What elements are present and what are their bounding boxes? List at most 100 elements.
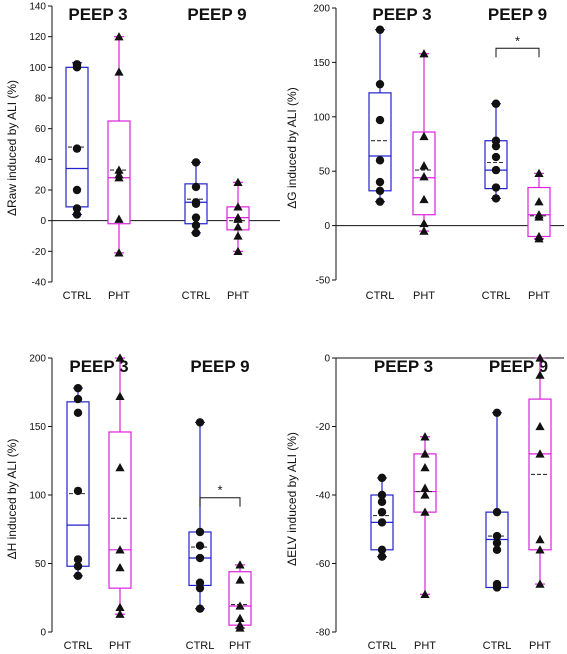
- data-point-triangle: [420, 463, 430, 472]
- data-point-circle: [375, 197, 385, 206]
- group-label: PEEP 9: [187, 5, 246, 24]
- data-point-circle: [491, 165, 501, 175]
- data-point-circle: [375, 156, 385, 165]
- y-tick-label: 150: [29, 422, 46, 433]
- data-point-triangle: [235, 575, 245, 584]
- box-ctrl-peep3: [368, 25, 392, 206]
- x-category-label: CTRL: [63, 290, 92, 302]
- box-iqr: [368, 92, 392, 192]
- data-point-circle: [377, 473, 387, 483]
- y-tick-label: 200: [29, 354, 46, 365]
- data-point-triangle: [419, 49, 429, 58]
- y-tick-label: 120: [29, 32, 46, 43]
- data-point-circle: [492, 545, 502, 554]
- y-tick-label: 50: [35, 559, 47, 570]
- y-tick-label: -20: [316, 422, 331, 433]
- data-point-triangle: [233, 177, 243, 187]
- data-point-circle: [191, 228, 201, 238]
- box-ctrl-peep3: [370, 473, 394, 561]
- y-tick-label: -50: [316, 276, 331, 287]
- data-point-triangle: [535, 353, 545, 362]
- data-point-triangle: [235, 560, 245, 569]
- data-point-circle: [191, 182, 201, 192]
- box-pht-peep9: [226, 177, 250, 256]
- y-axis-label: ΔH induced by ALI (%): [5, 439, 19, 560]
- box-ctrl-peep9: [485, 408, 509, 592]
- x-category-label: PHT: [413, 290, 435, 302]
- y-tick-label: 80: [35, 94, 47, 105]
- y-tick-label: 150: [313, 58, 330, 69]
- chart-panel-2: -50 0 50 100 150 200 ΔG induced by ALI (%) PEEP…: [285, 4, 564, 302]
- data-point-triangle: [534, 168, 544, 178]
- box-pht-peep9: [228, 560, 252, 632]
- group-label: PEEP 9: [190, 357, 249, 376]
- data-point-circle: [375, 177, 385, 187]
- y-tick-label: 100: [29, 491, 46, 502]
- data-point-triangle: [115, 563, 125, 572]
- data-point-triangle: [115, 391, 125, 401]
- y-tick-label: -20: [32, 247, 47, 258]
- data-point-circle: [492, 579, 502, 589]
- data-point-circle: [195, 527, 205, 537]
- data-point-triangle: [419, 226, 429, 235]
- y-tick-label: -60: [316, 559, 331, 570]
- y-tick-label: 200: [313, 4, 330, 15]
- data-point-triangle: [115, 353, 125, 362]
- box-iqr: [66, 401, 90, 567]
- data-point-triangle: [233, 222, 243, 231]
- data-point-triangle: [419, 194, 429, 204]
- data-point-circle: [73, 408, 83, 417]
- data-point-circle: [195, 604, 205, 613]
- data-point-triangle: [420, 490, 430, 499]
- data-point-triangle: [535, 534, 545, 544]
- data-point-circle: [72, 210, 82, 219]
- x-category-label: CTRL: [482, 290, 511, 302]
- x-category-label: CTRL: [366, 290, 395, 302]
- y-tick-label: 60: [35, 124, 47, 135]
- x-category-label: PHT: [227, 290, 249, 302]
- data-point-circle: [191, 198, 201, 207]
- x-category-label: PHT: [528, 290, 550, 302]
- y-tick-label: 0: [40, 216, 46, 227]
- data-point-triangle: [420, 483, 430, 492]
- significance-bracket: [199, 497, 241, 507]
- data-point-triangle: [419, 161, 429, 170]
- data-point-circle: [375, 186, 385, 195]
- data-point-triangle: [233, 246, 243, 256]
- box-iqr: [413, 453, 437, 513]
- data-point-circle: [195, 418, 205, 427]
- data-point-triangle: [114, 165, 124, 174]
- group-label: PEEP 9: [488, 5, 547, 24]
- significance-label: *: [217, 483, 222, 498]
- data-point-triangle: [535, 370, 545, 379]
- box-pht-peep3: [107, 32, 131, 257]
- x-category-label: CTRL: [64, 640, 93, 652]
- data-point-triangle: [235, 613, 245, 622]
- box-ctrl-peep9: [484, 99, 508, 203]
- data-point-circle: [492, 507, 502, 517]
- data-point-triangle: [233, 202, 243, 211]
- x-category-label: PHT: [108, 290, 130, 302]
- data-point-circle: [375, 25, 385, 34]
- data-point-circle: [191, 221, 201, 230]
- data-point-triangle: [534, 210, 544, 219]
- data-point-triangle: [420, 589, 430, 599]
- data-point-circle: [491, 183, 501, 192]
- data-point-circle: [191, 158, 201, 167]
- data-point-triangle: [535, 579, 545, 588]
- data-point-circle: [72, 185, 82, 195]
- y-axis-label: ΔG induced by ALI (%): [285, 87, 299, 208]
- significance-label: *: [515, 33, 520, 48]
- data-point-triangle: [115, 463, 125, 472]
- x-category-label: PHT: [529, 640, 551, 652]
- group-label: PEEP 3: [69, 357, 128, 376]
- data-point-triangle: [535, 545, 545, 554]
- x-category-label: CTRL: [182, 290, 211, 302]
- data-point-circle: [492, 531, 502, 541]
- y-tick-label: -40: [316, 491, 331, 502]
- chart-panel-3: 0 50 100 150 200 ΔH induced by ALI (%) PEEP 3 P…: [5, 353, 252, 652]
- chart-panel-4: -80 -60 -40 -20 0 ΔELV induced by ALI (%) PEEP…: [285, 353, 564, 652]
- data-point-triangle: [235, 601, 245, 610]
- significance-bracket: [495, 47, 540, 58]
- y-tick-label: 40: [35, 155, 47, 166]
